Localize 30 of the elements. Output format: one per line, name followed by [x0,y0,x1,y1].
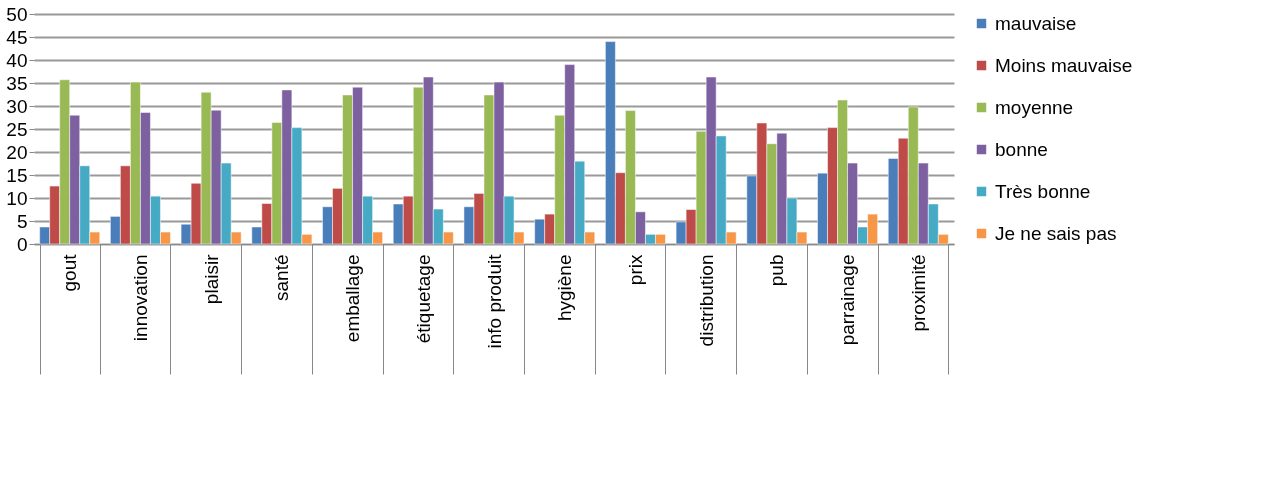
y-tick-label: 0 [16,233,28,255]
y-tick-label: 10 [6,187,28,209]
y-tick-label: 5 [16,210,28,232]
x-tick-label: santé [271,254,293,301]
legend-label: mauvaise [995,12,1077,34]
y-tick-label: 15 [6,164,28,186]
x-tick-label: info produit [483,253,505,349]
y-tick-label: 50 [6,3,28,25]
y-tick-label: 20 [6,141,28,163]
y-tick-label: 40 [6,49,28,71]
y-tick-label: 45 [6,26,28,48]
legend-label: bonne [995,138,1048,160]
x-tick-label: hygiène [554,254,576,322]
y-tick-label: 30 [6,95,28,117]
x-tick-label: proximité [907,254,929,332]
legend-label: Je ne sais pas [995,222,1117,244]
x-tick-label: distribution [695,254,717,347]
x-tick-label: innovation [129,254,151,342]
x-tick-label: plaisir [200,253,222,305]
x-tick-label: parrainage [837,254,859,346]
x-tick-label: emballage [342,254,364,343]
x-tick-label: prix [624,254,646,286]
x-tick-label: gout [59,253,81,292]
x-tick-label: étiquetage [412,254,434,344]
legend-label: Très bonne [995,180,1091,202]
y-tick-label: 25 [6,118,28,140]
x-tick-label: pub [766,254,788,287]
y-tick-label: 35 [6,72,28,94]
legend-label: moyenne [995,96,1074,118]
legend-label: Moins mauvaise [995,54,1133,76]
